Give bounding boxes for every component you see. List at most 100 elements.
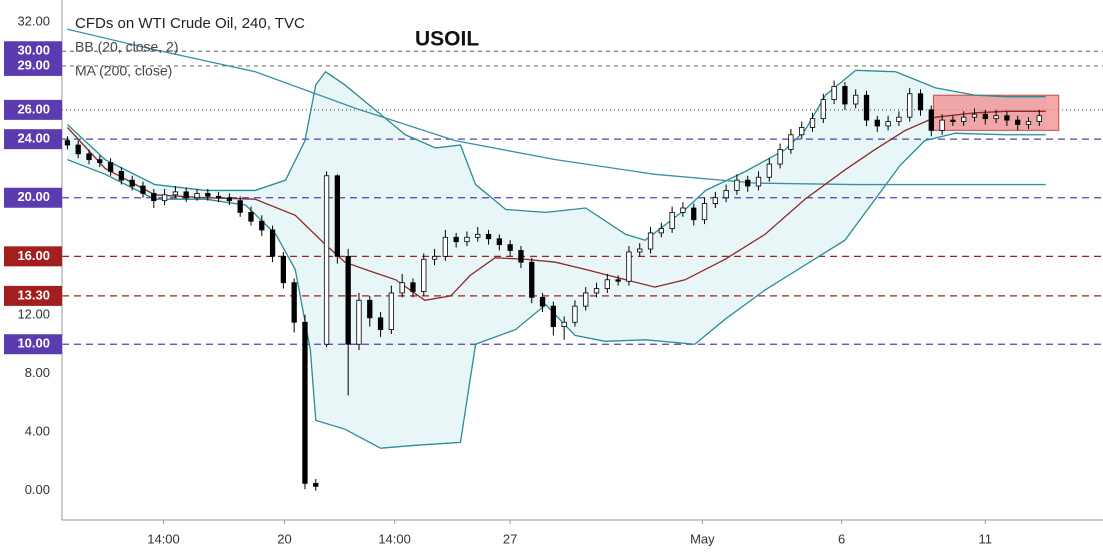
- candle-body: [161, 194, 168, 202]
- bb-legend: BB (20, close, 2): [75, 39, 179, 55]
- y-tick-label: 8.00: [25, 365, 50, 380]
- level-box: [4, 285, 62, 306]
- candle-body: [593, 288, 600, 294]
- level-label: 24.00: [17, 131, 50, 146]
- candle-body: [604, 279, 610, 289]
- y-tick-label: 0.00: [25, 482, 50, 497]
- candle-body: [64, 140, 71, 146]
- candle-body: [712, 197, 718, 205]
- candle-body: [669, 211, 675, 229]
- chart-title: USOIL: [415, 28, 479, 51]
- candle-body: [842, 86, 848, 105]
- candle-body: [583, 292, 589, 307]
- candle-body: [626, 251, 632, 282]
- candle-body: [421, 258, 427, 292]
- candle-body: [831, 86, 837, 101]
- candle-body: [853, 94, 859, 105]
- candle-body: [399, 282, 405, 294]
- symbol-label: CFDs on WTI Crude Oil, 240, TVC: [75, 15, 305, 32]
- candle-body: [334, 175, 341, 257]
- candle-body: [313, 482, 319, 487]
- candle-body: [680, 207, 686, 213]
- candle-body: [1004, 115, 1010, 121]
- candle-body: [345, 255, 351, 345]
- candle-body: [766, 163, 772, 178]
- candle-body: [485, 233, 492, 240]
- y-tick-label: 32.00: [17, 13, 50, 28]
- ma-line: [67, 28, 1046, 186]
- bb-upper: [66, 69, 1046, 241]
- candle-body: [410, 282, 416, 292]
- candle-body: [950, 119, 956, 122]
- candle-body: [442, 236, 449, 257]
- candle-body: [129, 179, 135, 187]
- candle-body: [637, 248, 643, 253]
- level-label: 20.00: [17, 189, 50, 204]
- candle-body: [172, 191, 179, 196]
- level-box: [4, 334, 62, 355]
- candle-body: [107, 162, 114, 172]
- candle-body: [496, 238, 502, 246]
- candle-body: [572, 305, 578, 323]
- candle-body: [140, 185, 146, 194]
- ma-legend: MA (200, close): [75, 63, 172, 79]
- level-label: 30.00: [17, 43, 50, 58]
- candle-body: [615, 279, 621, 282]
- candle-body: [431, 255, 438, 260]
- candle-body: [896, 116, 902, 122]
- candle-body: [917, 93, 924, 111]
- candle-body: [745, 179, 751, 187]
- candle-body: [907, 93, 913, 118]
- x-tick-label: 20: [277, 531, 291, 546]
- candle-body: [971, 113, 978, 118]
- candle-body: [86, 153, 92, 161]
- candle-body: [885, 121, 891, 127]
- candle-body: [518, 250, 524, 263]
- x-tick-label: May: [690, 531, 715, 546]
- candle-body: [259, 220, 265, 231]
- candle-body: [701, 203, 708, 221]
- candle-body: [723, 190, 729, 199]
- candle-body: [820, 99, 826, 120]
- candle-body: [755, 176, 762, 187]
- candle-body: [961, 116, 967, 122]
- candle-body: [1036, 115, 1042, 122]
- candle-body: [183, 191, 189, 199]
- bb-lower: [67, 132, 1046, 449]
- candle-body: [788, 134, 794, 150]
- bb-fill: [67, 70, 1046, 449]
- candle-body: [874, 119, 880, 127]
- candle-body: [734, 179, 740, 191]
- candle-body: [799, 127, 805, 136]
- level-label: 16.00: [17, 248, 50, 263]
- candle-body: [993, 115, 999, 120]
- candle-body: [226, 197, 233, 202]
- x-tick-label: 11: [979, 531, 993, 546]
- candle-body: [561, 321, 567, 328]
- x-tick-label: 14:00: [147, 531, 180, 546]
- candle-body: [658, 228, 664, 234]
- level-box: [4, 99, 62, 120]
- level-label: 10.00: [17, 336, 50, 351]
- x-tick-label: 6: [838, 531, 845, 546]
- y-tick-label: 12.00: [17, 306, 50, 321]
- candle-body: [1025, 121, 1032, 125]
- candle-body: [464, 236, 470, 243]
- candle-body: [97, 159, 103, 163]
- candle-body: [248, 211, 254, 222]
- y-tick-label: 4.00: [25, 424, 50, 439]
- candle-body: [475, 233, 481, 238]
- x-tick-label: 27: [503, 531, 517, 546]
- candle-body: [550, 305, 556, 328]
- candle-body: [777, 149, 783, 165]
- candle-body: [151, 192, 157, 202]
- candle-body: [1015, 119, 1021, 125]
- candle-body: [982, 113, 988, 120]
- level-box: [4, 129, 62, 150]
- candle-body: [377, 317, 384, 330]
- level-box: [4, 55, 62, 76]
- candle-body: [323, 175, 330, 345]
- candle-body: [205, 192, 211, 197]
